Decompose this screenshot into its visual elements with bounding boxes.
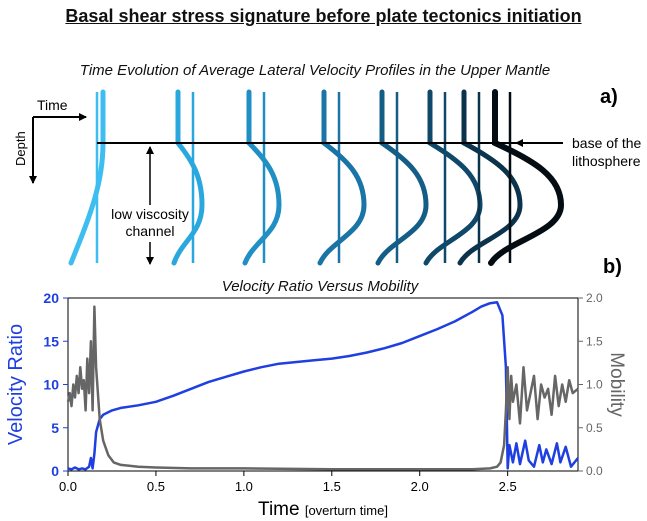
y-right-tick-label: 1.0 xyxy=(586,378,603,392)
velocity-profile-curve xyxy=(457,89,523,266)
x-tick-label: 0.0 xyxy=(59,479,77,494)
x-tick-label: 1.0 xyxy=(235,479,253,494)
page-title: Basal shear stress signature before plat… xyxy=(65,6,582,26)
x-axis-label: Time [overturn time] xyxy=(258,499,388,520)
y-right-axis-label: Mobility xyxy=(606,352,627,417)
panel-a-title: Time Evolution of Average Lateral Veloci… xyxy=(80,62,550,79)
x-tick-label: 2.0 xyxy=(411,479,429,494)
mobility-series-line xyxy=(66,305,579,471)
y-left-tick-label: 5 xyxy=(51,420,59,436)
panel-a-label: a) xyxy=(600,86,618,108)
y-left-tick-label: 10 xyxy=(43,377,59,393)
velocity-profile-curve xyxy=(242,89,282,266)
velocity-profile-curve xyxy=(68,89,106,266)
velocity-profile-curve xyxy=(488,89,565,266)
channel-label-line2: channel xyxy=(125,223,174,239)
velocity-profile-curve xyxy=(171,89,205,266)
time-label: Time xyxy=(37,97,68,113)
y-right-tick-label: 2.0 xyxy=(586,291,603,305)
lithosphere-label-line2: lithosphere xyxy=(572,153,641,169)
channel-label-line1: low viscosity xyxy=(111,206,189,222)
plot-frame xyxy=(67,297,579,472)
y-left-tick-label: 15 xyxy=(43,333,59,349)
x-tick-label: 0.5 xyxy=(147,479,165,494)
y-left-tick-label: 0 xyxy=(51,463,59,479)
depth-label: Depth xyxy=(13,131,28,166)
y-right-tick-label: 0.0 xyxy=(586,464,603,478)
y-left-tick-label: 20 xyxy=(43,290,59,306)
velocity-profile-curve xyxy=(317,89,367,266)
y-right-tick-label: 0.5 xyxy=(586,421,603,435)
velocity-ratio-series-line xyxy=(67,301,579,471)
velocity-profile-curve xyxy=(375,89,429,266)
velocity-profiles xyxy=(68,89,565,266)
y-left-axis-label: Velocity Ratio xyxy=(5,324,27,445)
x-tick-label: 2.5 xyxy=(499,479,517,494)
x-tick-label: 1.5 xyxy=(323,479,341,494)
velocity-profile-curve xyxy=(423,89,483,266)
velocity-mobility-chart: 0.0 0.5 1.0 1.5 2.0 2.5 0 5 10 15 20 0.0 0.5 1.0 1.5 2.… xyxy=(5,290,627,520)
lithosphere-label-line1: base of the xyxy=(572,135,641,151)
panel-b-title: Velocity Ratio Versus Mobility xyxy=(222,278,420,295)
y-right-tick-label: 1.5 xyxy=(586,334,603,348)
panel-b-label: b) xyxy=(603,256,622,278)
